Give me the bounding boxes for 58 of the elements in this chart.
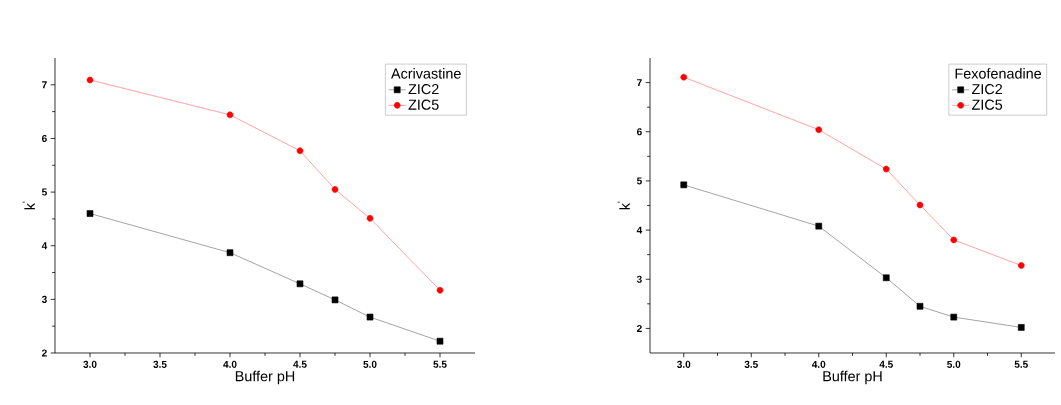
point [366,215,374,222]
point [436,337,444,345]
point [950,313,958,321]
legend-label: ZIC5 [971,99,1003,110]
point [226,249,234,256]
point [916,302,924,310]
point [882,274,890,282]
legend-label: ZIC5 [408,99,439,110]
legend-title: Fexofenadine [955,68,1042,79]
y-tick-label: 5 [636,177,642,185]
x-axis-title: Buffer pH [823,370,882,385]
y-tick-label: 4 [41,242,48,250]
point [226,111,234,119]
x-tick-label: 3.5 [744,360,758,368]
y-tick-label: 3 [636,275,642,283]
legend-label: ZIC2 [971,84,1002,95]
y-tick-label: 3 [41,295,47,303]
y-tick-label: 6 [42,134,47,142]
point [815,222,823,230]
y-axis-title: k$^{'}$ [617,201,630,210]
x-tick-label: 4.5 [879,360,893,368]
x-axis-title: Buffer pH [235,370,295,385]
x-tick-label: 5.5 [1014,360,1028,368]
point [916,201,924,209]
y-tick-label: 5 [41,188,47,196]
point [86,76,94,84]
point [815,126,823,134]
x-tick-label: 3.0 [83,360,97,368]
point [331,186,339,193]
x-tick-label: 3.5 [153,360,167,368]
x-tick-label: 4.5 [293,360,307,368]
point [366,313,374,321]
point [86,210,94,217]
point [1017,262,1025,269]
point [436,286,444,294]
y-tick-label: 2 [41,349,47,357]
point [296,280,304,288]
y-tick-label: 4 [636,226,643,234]
point [950,236,958,244]
point [680,181,688,189]
x-tick-label: 4.0 [811,360,826,368]
y-tick-label: 7 [637,79,642,87]
point [882,165,890,173]
x-tick-label: 3.0 [677,360,691,368]
y-axis-title: k$^{'}$ [22,201,35,210]
point [680,73,688,81]
point [331,296,339,304]
legend-title: Acrivastine [391,68,461,79]
x-tick-label: 5.0 [363,360,377,368]
point [1017,324,1025,331]
y-tick-label: 2 [636,324,642,332]
y-tick-label: 6 [637,128,642,136]
x-tick-label: 5.5 [433,360,447,368]
legend-label: ZIC2 [408,84,439,95]
x-tick-label: 5.0 [947,360,961,368]
point [296,147,304,155]
y-tick-label: 7 [42,81,47,89]
x-tick-label: 4.0 [223,360,237,368]
